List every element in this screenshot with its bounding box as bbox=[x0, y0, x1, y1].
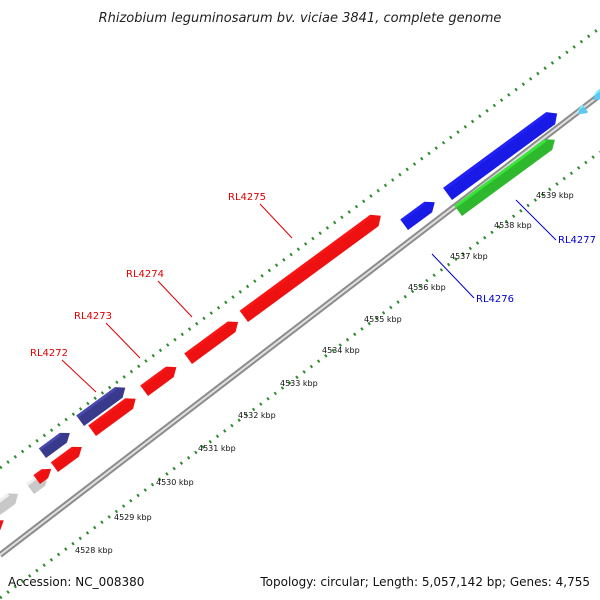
kbp-label: 4534 kbp bbox=[322, 346, 360, 355]
inner-tick-ring bbox=[0, 150, 600, 600]
map-title: Rhizobium leguminosarum bv. viciae 3841,… bbox=[99, 11, 502, 26]
gene-arrow-blue-4276[interactable] bbox=[400, 201, 435, 230]
kbp-label: 4535 kbp bbox=[364, 315, 402, 324]
kbp-label: 4538 kbp bbox=[494, 221, 532, 230]
gene-arrow-red-4273[interactable] bbox=[88, 398, 136, 436]
gene-arrow-red-4275[interactable] bbox=[239, 214, 381, 322]
gene-label-leader bbox=[157, 280, 193, 318]
gene-arrow-cyan-edge-2[interactable] bbox=[575, 104, 589, 115]
gene-arrow-navy-small[interactable] bbox=[38, 432, 70, 458]
kbp-label: 4532 kbp bbox=[238, 411, 276, 420]
gene-label-leader bbox=[61, 359, 97, 393]
genome-summary-text: Topology: circular; Length: 5,057,142 bp… bbox=[259, 575, 590, 589]
feature-track bbox=[0, 88, 600, 546]
kbp-label: 4537 kbp bbox=[450, 252, 488, 261]
gene-arrow-red-4272[interactable] bbox=[50, 446, 82, 472]
gene-arrow-gray-1[interactable] bbox=[0, 493, 19, 524]
genome-backbone-highlight bbox=[0, 94, 600, 556]
gene-arrow-red-4274a[interactable] bbox=[140, 366, 177, 396]
gene-label-rl4275[interactable]: RL4275 bbox=[228, 192, 266, 203]
gene-label-leader bbox=[259, 203, 293, 239]
kbp-label: 4533 kbp bbox=[280, 379, 318, 388]
gene-label-rl4274[interactable]: RL4274 bbox=[126, 269, 164, 280]
gene-arrow-green-4277[interactable] bbox=[454, 139, 555, 216]
gene-label-rl4273[interactable]: RL4273 bbox=[74, 311, 112, 322]
gene-arrow-red-4274b[interactable] bbox=[184, 321, 239, 364]
kbp-label: 4539 kbp bbox=[536, 191, 574, 200]
gene-label-leader bbox=[105, 322, 141, 359]
kbp-label: 4529 kbp bbox=[114, 513, 152, 522]
outer-tick-ring bbox=[0, 26, 600, 470]
label-layer: 4528 kbp 4529 kbp 4530 kbp 4531 kbp 4532 kbp… bbox=[30, 191, 596, 555]
gene-label-rl4276[interactable]: RL4276 bbox=[476, 294, 514, 305]
accession-text: Accession: NC_008380 bbox=[8, 575, 144, 589]
kbp-label: 4528 kbp bbox=[75, 546, 113, 555]
gene-arrow-navy-large[interactable] bbox=[76, 387, 126, 426]
gene-arrow-cyan-edge[interactable] bbox=[591, 88, 600, 100]
gene-arrow-red-small[interactable] bbox=[33, 468, 52, 484]
kbp-label: 4531 kbp bbox=[198, 444, 236, 453]
kbp-label: 4530 kbp bbox=[156, 478, 194, 487]
gene-arrow-blue-4277[interactable] bbox=[443, 112, 558, 200]
gene-label-leader bbox=[431, 253, 475, 299]
gene-label-rl4272[interactable]: RL4272 bbox=[30, 348, 68, 359]
gene-label-leader bbox=[515, 199, 557, 241]
kbp-label: 4536 kbp bbox=[408, 283, 446, 292]
gene-arrow-red-edge[interactable] bbox=[0, 520, 4, 546]
gene-label-rl4277[interactable]: RL4277 bbox=[558, 235, 596, 246]
